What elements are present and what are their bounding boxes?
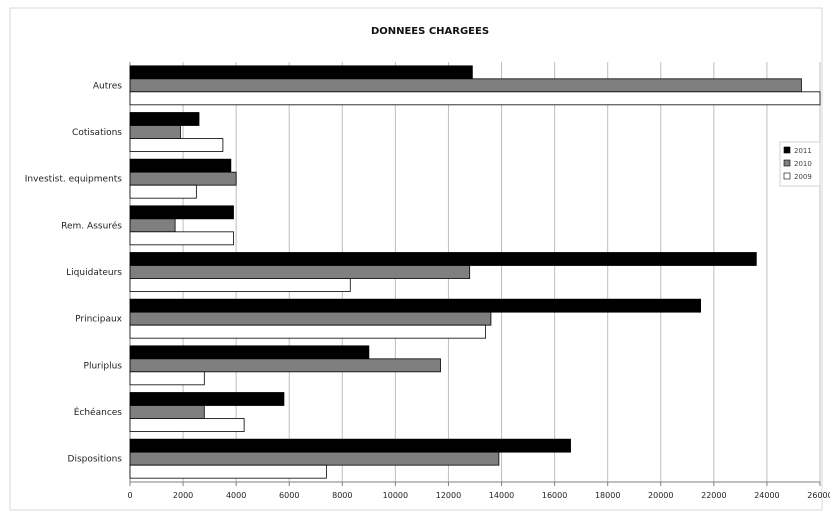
bar-2011-4 [129,252,757,266]
legend-swatch-2009 [783,172,791,180]
legend-label-2011: 2011 [794,147,812,155]
bar-2010-4 [129,265,471,279]
x-tick-label: 4000 [226,491,246,500]
bar-2011-0 [129,65,473,80]
bar-2011-8 [129,438,571,453]
x-tick-label: 16000 [542,491,567,500]
bar-2010-2 [129,171,237,186]
legend-swatch-2010 [783,159,791,167]
x-tick-label: 10000 [383,491,408,500]
x-tick-label: 22000 [701,491,726,500]
x-tick-label: 12000 [436,491,461,500]
bar-2010-0 [129,78,802,93]
x-tick-label: 20000 [648,491,673,500]
bar-2011-5 [129,298,701,313]
bar-2010-3 [129,218,176,233]
bar-2009-4 [129,278,351,292]
category-label: Autres [93,81,122,91]
bar-2010-6 [129,358,441,373]
chart-title: DONNEES CHARGEES [371,26,489,37]
category-labels: Autres Cotisations Investist. equipments Re… [25,81,123,464]
category-label: Rem. Assurés [61,220,122,231]
x-tick-label: 24000 [754,491,779,500]
legend-label-2009: 2009 [794,173,812,181]
bar-2009-0 [129,91,821,106]
category-label: Investist. equipments [25,175,123,185]
bar-2009-7 [129,418,245,432]
x-tick-label: 8000 [332,491,352,500]
bar-2010-8 [129,451,500,466]
x-tick-label: 0 [127,491,132,500]
bar-2009-5 [129,324,487,339]
x-tick-label: 6000 [279,491,299,500]
category-label: Cotisations [72,128,122,138]
bar-2011-3 [129,205,234,220]
x-tick-label: 14000 [489,491,514,500]
bar-2009-2 [129,184,197,199]
bar-2010-1 [129,125,181,139]
legend-label-2010: 2010 [794,160,812,168]
category-label: Principaux [75,315,123,325]
category-label: Liquidateurs [66,268,122,278]
x-tick-label: 2000 [173,491,193,500]
bar-2010-7 [129,405,205,419]
bars [129,65,821,479]
bar-2011-2 [129,158,232,173]
bar-2010-5 [129,311,492,326]
legend: 2011 2010 2009 [779,141,821,187]
category-label: Pluriplus [84,361,123,371]
bar-2009-8 [129,464,327,479]
legend-swatch-2011 [783,146,791,154]
category-label: Dispositions [68,455,123,465]
bar-2009-1 [129,138,224,152]
category-label: Échéances [74,406,123,418]
bar-2011-6 [129,345,370,360]
bar-2009-3 [129,231,234,246]
bar-2011-1 [129,112,200,126]
bar-2011-7 [129,392,285,406]
x-tick-labels: 0 2000 4000 6000 8000 10000 12000 14000 16000 180… [127,491,830,500]
x-tick-label: 18000 [595,491,620,500]
x-tick-label: 26000 [807,491,830,500]
bar-2009-6 [129,371,205,386]
